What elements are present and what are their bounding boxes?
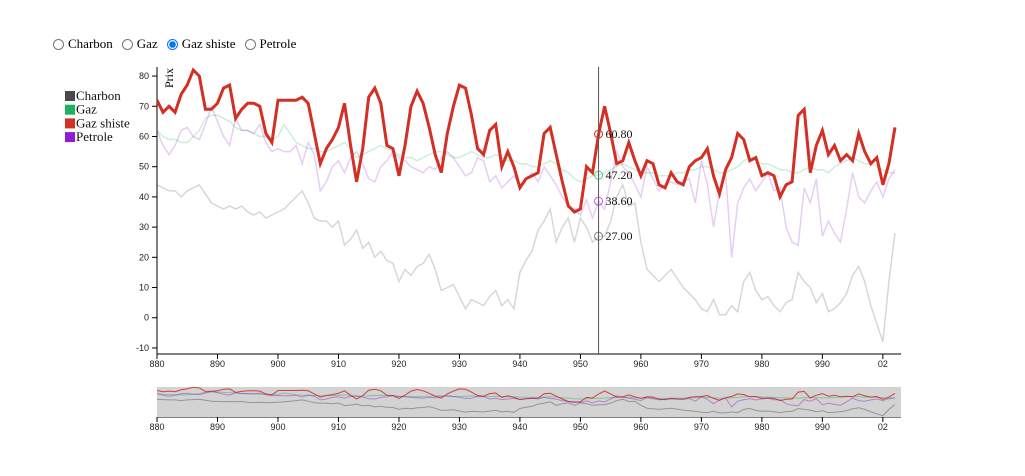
x-tick-label: 950 [573, 359, 588, 369]
y-tick-label: 30 [139, 222, 149, 232]
legend-label: Gaz [76, 102, 97, 117]
series-line [157, 391, 895, 400]
series-line [157, 104, 896, 258]
x-tick-label: 980 [754, 359, 769, 369]
x-tick-label: 880 [149, 422, 164, 432]
hover-point [594, 196, 604, 206]
radio-option[interactable]: Gaz [119, 36, 158, 52]
x-tick-label: 990 [815, 422, 830, 432]
y-axis-label: Prix [162, 68, 176, 88]
legend-swatch [65, 118, 75, 129]
series-line [157, 387, 896, 403]
x-tick-label: 880 [149, 359, 164, 369]
legend-label: Petrole [76, 129, 113, 144]
y-tick-label: 60 [139, 131, 149, 141]
hover-label: 38.60 [606, 194, 633, 208]
legend-label: Charbon [76, 88, 121, 103]
x-tick-label: 930 [452, 359, 467, 369]
radio-label: Charbon [68, 36, 113, 51]
radio[interactable] [244, 38, 256, 50]
x-tick-label: 940 [512, 422, 527, 432]
series-line [157, 182, 896, 343]
radio-option[interactable]: Gaz shiste [164, 36, 236, 52]
x-tick-label: 02 [878, 359, 888, 369]
series-selector: Charbon Gaz Gaz shiste Petrole [50, 36, 296, 52]
x-tick-label: 970 [694, 422, 709, 432]
x-tick-label: 920 [391, 359, 406, 369]
hover-label: 47.20 [606, 168, 633, 182]
hover-point [594, 170, 604, 180]
series-line [157, 67, 897, 214]
radio-label: Gaz [136, 36, 158, 51]
radio-option[interactable]: Charbon [50, 36, 113, 52]
x-tick-label: 910 [331, 359, 346, 369]
legend-swatch [65, 91, 75, 101]
radio-option[interactable]: Petrole [242, 36, 297, 52]
series-line [157, 398, 896, 417]
hover-label: 60.80 [606, 127, 633, 141]
legend-label: Gaz shiste [76, 115, 130, 130]
radio[interactable] [53, 38, 64, 50]
legend-swatch [65, 104, 75, 115]
x-tick-label: 890 [210, 359, 225, 369]
x-tick-label: 900 [270, 422, 285, 432]
hover-label: 27.00 [606, 229, 633, 243]
y-tick-label: 10 [139, 283, 149, 293]
x-tick-label: 890 [210, 422, 225, 432]
radio-label: Petrole [259, 36, 297, 51]
x-tick-label: 02 [878, 422, 888, 432]
x-tick-label: 950 [573, 422, 588, 432]
y-tick-label: 20 [139, 252, 149, 262]
hover-point [594, 231, 604, 241]
y-tick-label: 80 [139, 71, 149, 81]
x-tick-label: 990 [815, 359, 830, 369]
x-tick-label: 970 [694, 359, 709, 369]
x-tick-label: 930 [452, 422, 467, 432]
y-tick-label: -10 [136, 343, 149, 353]
radio-label: Gaz shiste [181, 36, 236, 51]
y-tick-label: 0 [144, 313, 149, 323]
x-tick-label: 910 [331, 422, 346, 432]
y-tick-label: 70 [139, 101, 149, 111]
x-tick-label: 920 [391, 422, 406, 432]
x-tick-label: 940 [512, 359, 527, 369]
radio[interactable] [121, 38, 133, 50]
brush [157, 387, 901, 417]
radio[interactable] [166, 38, 178, 50]
x-tick-label: 980 [754, 422, 769, 432]
y-tick-label: 50 [139, 162, 149, 172]
x-tick-label: 960 [633, 359, 648, 369]
legend-swatch [65, 132, 75, 143]
x-tick-label: 900 [270, 359, 285, 369]
y-tick-label: 40 [139, 192, 149, 202]
series-line [157, 390, 896, 408]
x-tick-label: 960 [633, 422, 648, 432]
hover-point [594, 129, 604, 139]
series-line [157, 114, 895, 183]
